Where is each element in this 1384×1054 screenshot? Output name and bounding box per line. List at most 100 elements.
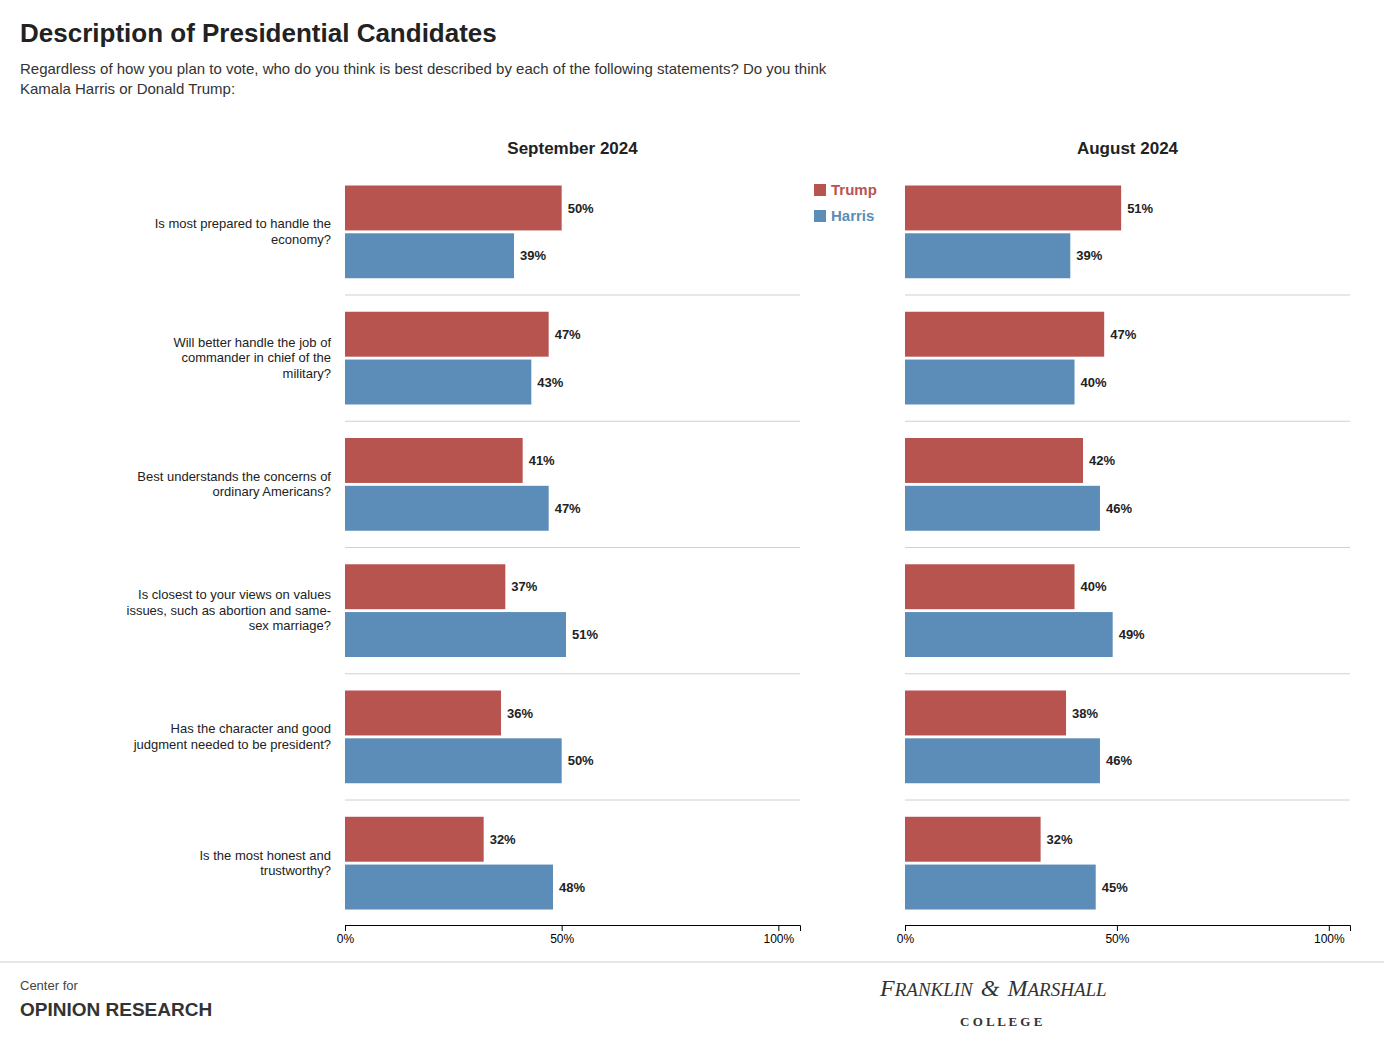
y-axis: Is most prepared to handle theeconomy? Wi…: [127, 216, 332, 878]
x-tick-mark: [1117, 925, 1118, 931]
y-tick: Is most prepared to handle theeconomy?: [155, 216, 331, 247]
x-tick-mark: [778, 925, 779, 931]
x-tick: 100%: [1314, 925, 1345, 946]
x-tick-mark: [1329, 925, 1330, 931]
annotation: &: [981, 975, 1000, 1001]
bar: [905, 486, 1100, 531]
legend-entry: Trump: [831, 181, 877, 198]
bar: [905, 360, 1075, 405]
data-label: 40%: [1081, 375, 1107, 390]
annotation: OPINION RESEARCH: [20, 999, 212, 1020]
x-tick-mark: [905, 925, 906, 931]
data-label: 47%: [555, 501, 581, 516]
legend-swatch: [814, 210, 826, 222]
bar: [905, 691, 1066, 736]
data-labels: 50%47%41%37%36%32%39%43%47%51%50%48%: [490, 201, 599, 895]
legend-entry: Harris: [831, 207, 874, 224]
panel-title: September 2024: [507, 139, 638, 158]
panel: September 202450%47%41%37%36%32%39%43%47…: [127, 139, 877, 946]
category-label: Will better handle the job ofcommander i…: [173, 335, 331, 381]
group-separator: [345, 421, 800, 422]
x-tick: 0%: [897, 925, 915, 946]
annotation: M: [1006, 975, 1029, 1001]
x-tick: 50%: [1105, 925, 1129, 946]
bar: [345, 817, 484, 862]
x-tick: 50%: [550, 925, 574, 946]
legend-swatch: [814, 184, 826, 196]
y-tick: Will better handle the job ofcommander i…: [173, 335, 331, 381]
bar: [345, 738, 562, 783]
data-label: 41%: [529, 453, 555, 468]
x-tick-mark: [345, 925, 346, 931]
data-label: 50%: [568, 753, 594, 768]
group-separator: [905, 294, 1350, 295]
x-axis-line: [346, 926, 801, 932]
bar: [905, 817, 1041, 862]
bar: [345, 438, 523, 483]
bar: [905, 185, 1121, 230]
bar: [345, 185, 562, 230]
data-label: 32%: [490, 832, 516, 847]
annotation: ARSHALL: [1025, 979, 1106, 1000]
data-label: 46%: [1106, 753, 1132, 768]
x-tick-label: 50%: [550, 932, 574, 946]
data-label: 37%: [511, 579, 537, 594]
y-tick: Is closest to your views on valuesissues…: [127, 587, 332, 633]
x-tick-mark: [562, 925, 563, 931]
data-labels: 51%47%42%40%38%32%39%40%46%49%46%45%: [1047, 201, 1154, 895]
data-label: 42%: [1089, 453, 1115, 468]
x-axis-line: [906, 926, 1351, 932]
panel-title: August 2024: [1077, 139, 1179, 158]
x-tick: 0%: [337, 925, 355, 946]
data-label: 47%: [1110, 327, 1136, 342]
bar: [905, 312, 1104, 357]
group-separator: [905, 800, 1350, 801]
bars: [345, 185, 566, 909]
data-label: 39%: [1076, 248, 1102, 263]
bar: [345, 360, 531, 405]
footer-rule: [0, 962, 1384, 963]
y-tick: Has the character and goodjudgment neede…: [133, 721, 331, 752]
data-label: 40%: [1081, 579, 1107, 594]
y-tick: Best understands the concerns ofordinary…: [137, 469, 331, 500]
bar: [345, 612, 566, 657]
data-label: 48%: [559, 880, 585, 895]
bar: [345, 486, 549, 531]
x-tick-label: 0%: [897, 932, 915, 946]
data-label: 49%: [1119, 627, 1145, 642]
data-label: 46%: [1106, 501, 1132, 516]
bar: [345, 312, 549, 357]
x-axis: 0% 50% 100%: [897, 925, 1351, 946]
data-label: 51%: [1127, 201, 1153, 216]
annotation: F: [879, 975, 895, 1001]
group-separator: [345, 294, 800, 295]
data-label: 39%: [520, 248, 546, 263]
x-tick-label: 100%: [763, 932, 794, 946]
annotation: Center for: [20, 978, 78, 993]
title: Description of Presidential Candidates: [20, 18, 497, 48]
category-label: Is the most honest andtrustworthy?: [199, 847, 331, 878]
data-label: 47%: [555, 327, 581, 342]
bar: [345, 233, 514, 278]
x-tick-label: 100%: [1314, 932, 1345, 946]
bars: [905, 185, 1121, 909]
footer: Center for OPINION RESEARCH FRANKLIN&MARSH…: [0, 962, 1384, 1029]
bar: [905, 438, 1083, 483]
data-label: 50%: [568, 201, 594, 216]
data-label: 38%: [1072, 706, 1098, 721]
group-separator: [345, 800, 800, 801]
annotation: C O L L E G E: [960, 1014, 1042, 1029]
bar: [905, 612, 1113, 657]
y-tick: Is the most honest andtrustworthy?: [199, 847, 331, 878]
bar: [905, 865, 1096, 910]
category-label: Is most prepared to handle theeconomy?: [155, 216, 331, 247]
bar: [905, 564, 1075, 609]
category-label: Has the character and goodjudgment neede…: [133, 721, 331, 752]
group-separator: [905, 421, 1350, 422]
x-tick-label: 0%: [337, 932, 355, 946]
bar: [345, 865, 553, 910]
category-label: Best understands the concerns ofordinary…: [137, 469, 331, 500]
bar: [345, 564, 505, 609]
annotation-group: FRANKLIN&MARSHALL: [879, 975, 1107, 1001]
panel: August 202451%47%42%40%38%32%39%40%46%49…: [897, 139, 1351, 946]
